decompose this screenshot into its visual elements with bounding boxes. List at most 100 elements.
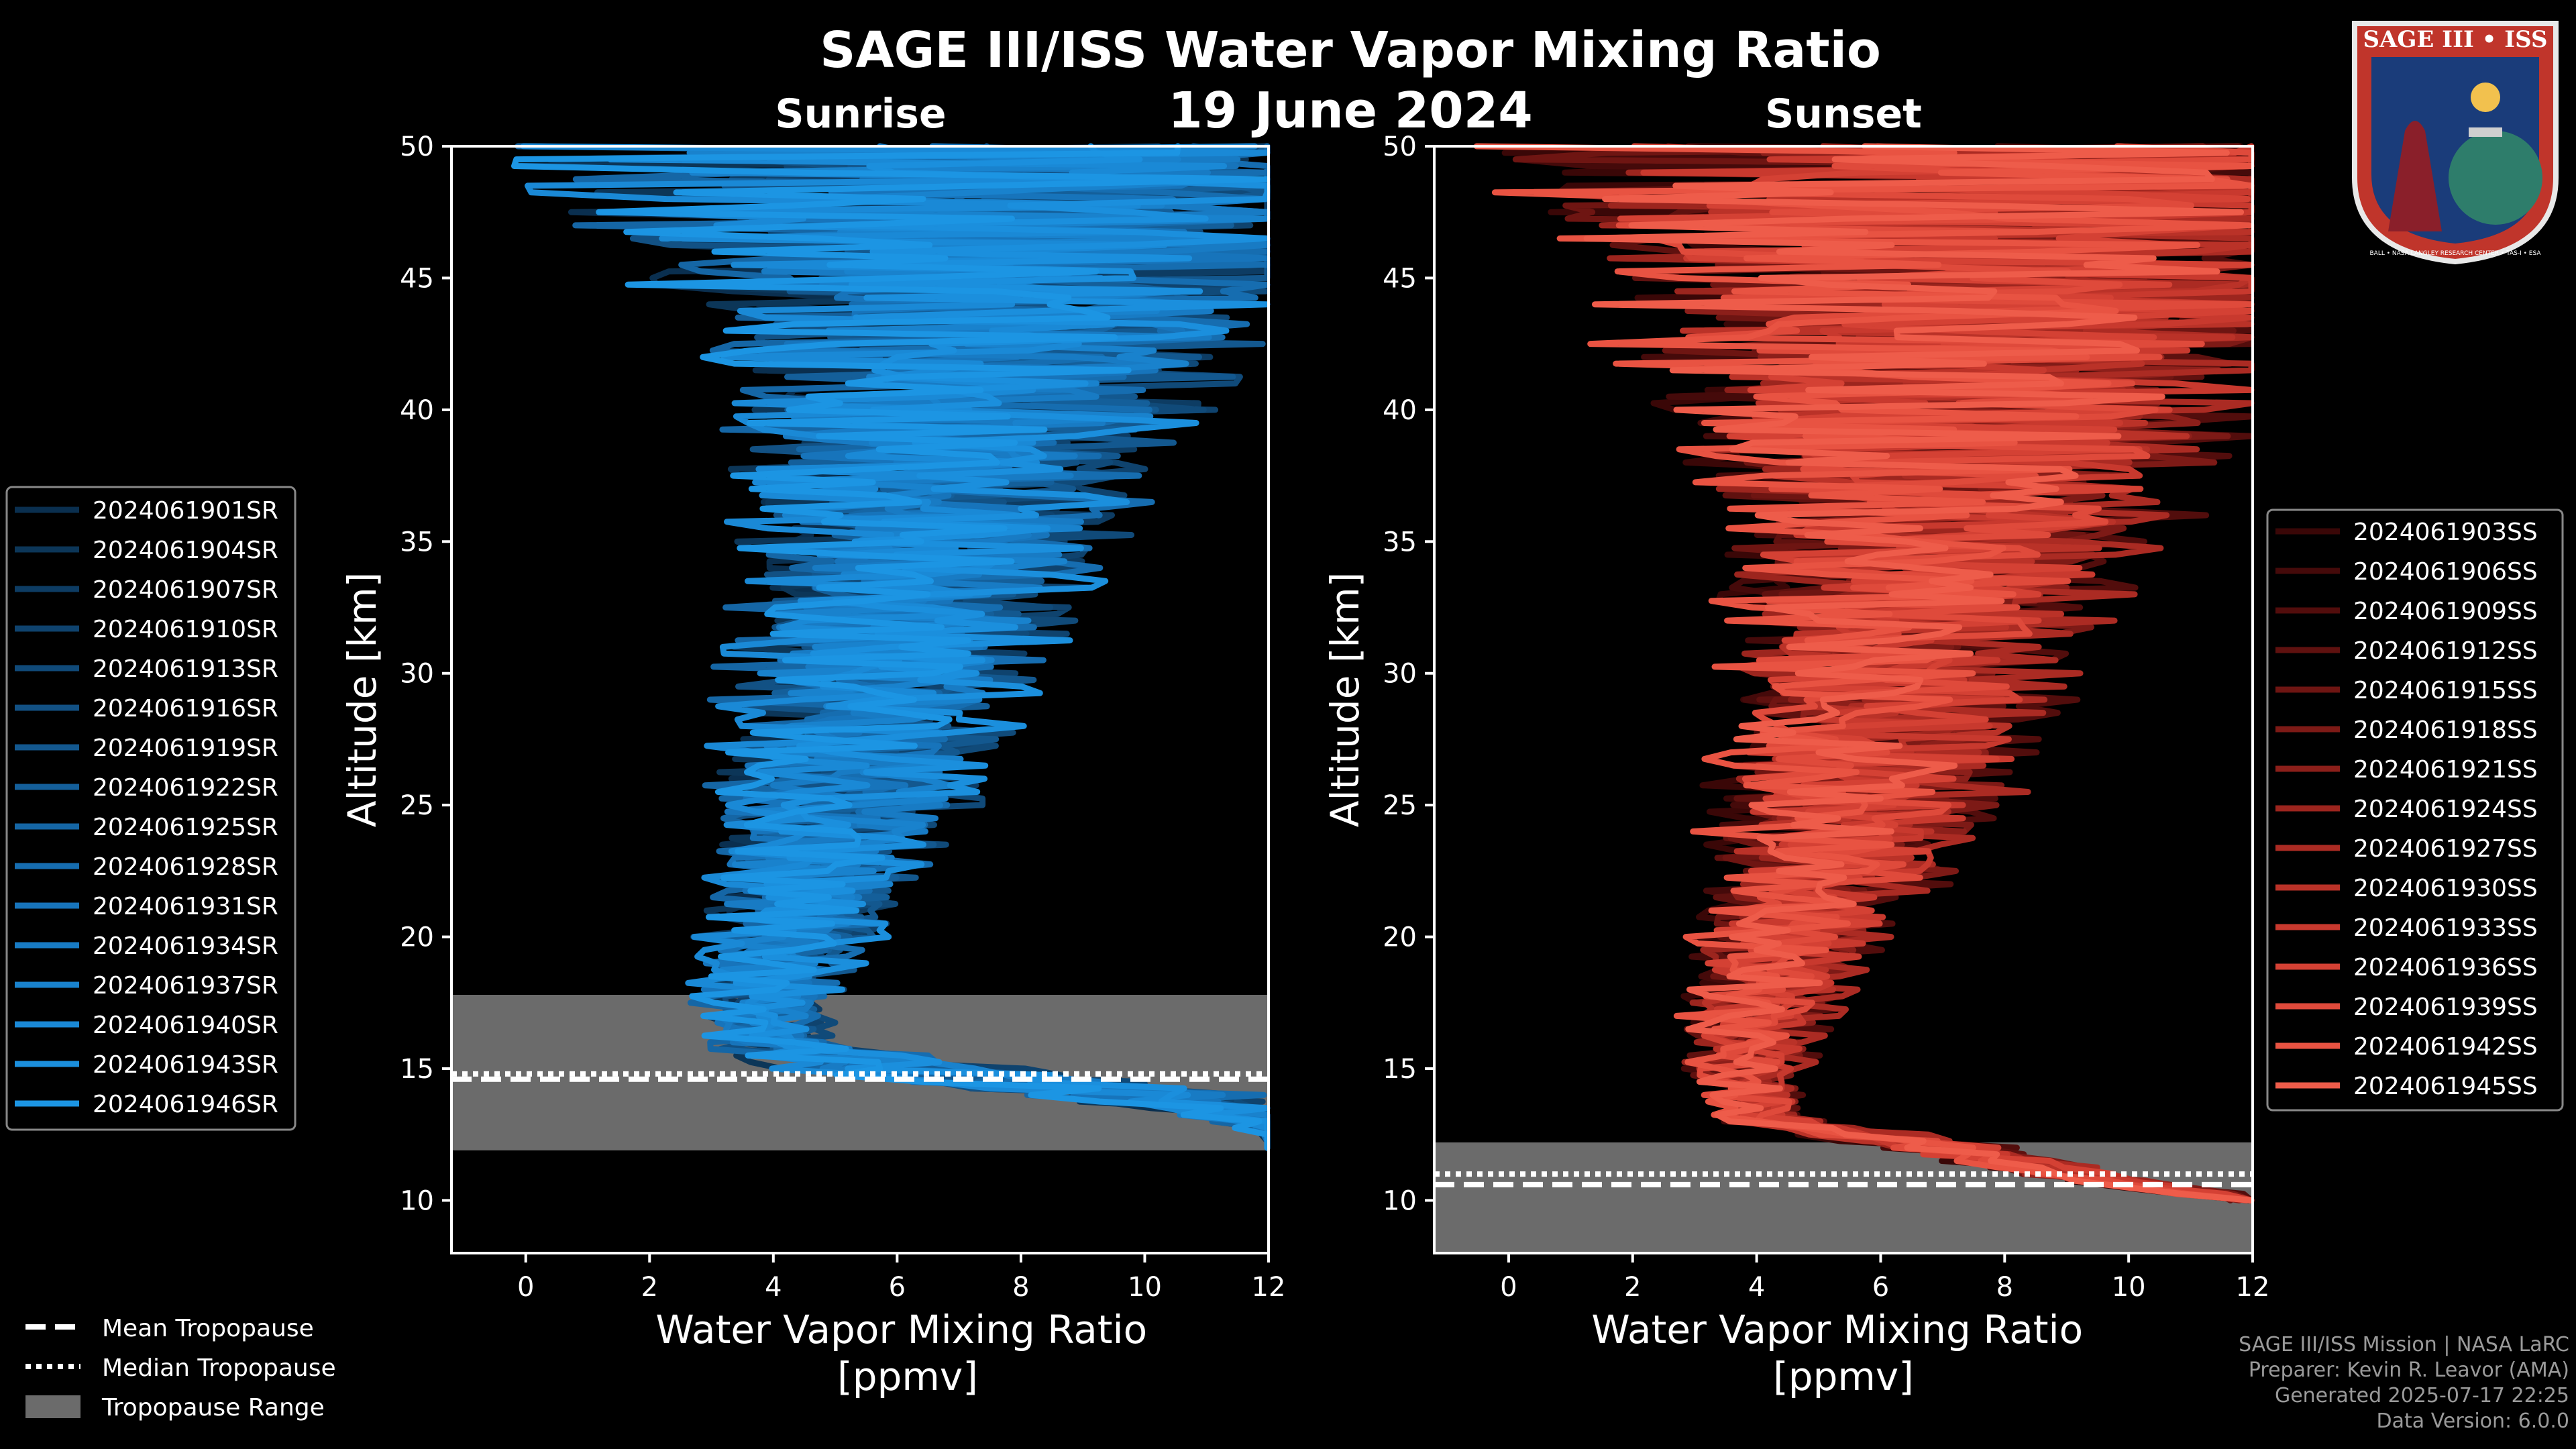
legend-label-2024061904SR: 2024061904SR <box>93 537 278 564</box>
credit-mission: SAGE III/ISS Mission | NASA LaRC <box>2239 1333 2569 1356</box>
sunset-xlabel: Water Vapor Mixing Ratio [ppmv] <box>1591 1307 2095 1399</box>
credit-preparer: Preparer: Kevin R. Leavor (AMA) <box>2248 1358 2569 1382</box>
sunrise-panel: 0 2 4 6 8 10 12 10 15 20 25 30 35 40 45 50 Altitude [km… <box>339 131 1285 1399</box>
y-tick-label: 20 <box>400 922 434 953</box>
sunset-xlabel-line1: Water Vapor Mixing Ratio <box>1591 1307 2083 1352</box>
legend-label-2024061933SS: 2024061933SS <box>2353 914 2538 942</box>
sunset-ylabel: Altitude [km] <box>1322 572 1368 827</box>
profile-line-2024061942SS <box>1473 143 2255 1203</box>
tropopause-range-label: Tropopause Range <box>101 1394 325 1421</box>
legend-label-2024061922SR: 2024061922SR <box>93 774 278 802</box>
x-tick-label: 8 <box>1012 1272 1029 1303</box>
legend-label-2024061945SS: 2024061945SS <box>2353 1073 2538 1100</box>
y-tick-label: 30 <box>400 659 434 690</box>
sunset-legend-box <box>2266 508 2564 1112</box>
tropopause-legend: Mean Tropopause Median Tropopause Tropop… <box>25 1315 336 1421</box>
y-tick-label: 25 <box>400 790 434 821</box>
x-tick-label: 2 <box>1624 1272 1641 1303</box>
legend-label-2024061907SR: 2024061907SR <box>93 576 278 604</box>
sunrise-ylabel: Altitude [km] <box>339 572 385 827</box>
legend-label-2024061937SR: 2024061937SR <box>93 972 278 1000</box>
legend-label-2024061925SR: 2024061925SR <box>93 814 278 841</box>
legend-label-2024061927SS: 2024061927SS <box>2353 835 2538 863</box>
sunrise-subtitle: Sunrise <box>775 91 946 138</box>
x-tick-label: 4 <box>1748 1272 1765 1303</box>
legend-label-2024061909SS: 2024061909SS <box>2353 598 2538 625</box>
legend-label-2024061940SR: 2024061940SR <box>93 1012 278 1039</box>
profile-line-2024061940SR <box>520 143 1271 1151</box>
sunrise-xlabel: Water Vapor Mixing Ratio [ppmv] <box>655 1307 1159 1399</box>
sunrise-legend-box <box>5 486 297 1131</box>
legend-label-2024061934SR: 2024061934SR <box>93 932 278 960</box>
legend-label-2024061921SS: 2024061921SS <box>2353 756 2538 784</box>
x-tick-label: 8 <box>1996 1272 2013 1303</box>
legend-label-2024061943SR: 2024061943SR <box>93 1051 278 1079</box>
sunset-subtitle: Sunset <box>1765 91 1922 138</box>
earth-icon <box>2449 131 2542 225</box>
sunrise-axis-ticks: 0 2 4 6 8 10 12 10 15 20 25 30 35 40 45 50 <box>400 131 1285 1303</box>
x-tick-label: 12 <box>1252 1272 1286 1303</box>
sunset-axis-ticks: 0 2 4 6 8 10 12 10 15 20 25 30 35 40 45 50 <box>1383 131 2269 1303</box>
figure-title: SAGE III/ISS Water Vapor Mixing Ratio <box>820 21 1881 79</box>
y-tick-label: 10 <box>400 1185 434 1216</box>
sunset-panel: 0 2 4 6 8 10 12 10 15 20 25 30 35 40 45 50 Altitude [km… <box>1322 131 2269 1399</box>
sun-icon <box>2471 83 2500 112</box>
median-tropopause-label: Median Tropopause <box>102 1354 336 1382</box>
legend-label-2024061903SS: 2024061903SS <box>2353 519 2538 546</box>
sunset-tropopause-range <box>1434 1142 2253 1253</box>
sunset-plot-frame <box>1433 145 2254 1254</box>
legend-label-2024061930SS: 2024061930SS <box>2353 875 2538 902</box>
legend-label-2024061928SR: 2024061928SR <box>93 853 278 881</box>
legend-label-2024061915SS: 2024061915SS <box>2353 677 2538 704</box>
y-tick-label: 45 <box>400 263 434 294</box>
y-tick-label: 10 <box>1383 1185 1417 1216</box>
legend-label-2024061916SR: 2024061916SR <box>93 695 278 722</box>
legend-label-2024061919SR: 2024061919SR <box>93 735 278 762</box>
y-tick-label: 35 <box>1383 527 1417 557</box>
x-tick-label: 6 <box>889 1272 906 1303</box>
legend-label-2024061901SR: 2024061901SR <box>93 497 278 525</box>
legend-label-2024061910SR: 2024061910SR <box>93 616 278 643</box>
x-tick-label: 4 <box>765 1272 782 1303</box>
x-tick-label: 0 <box>1500 1272 1517 1303</box>
sunset-legend: 2024061903SS 2024061906SS 2024061909SS 2024… <box>2266 508 2564 1112</box>
profile-line-2024061946SR <box>511 143 1271 1151</box>
y-tick-label: 40 <box>400 395 434 426</box>
y-tick-label: 25 <box>1383 790 1417 821</box>
legend-label-2024061939SS: 2024061939SS <box>2353 994 2538 1021</box>
y-tick-label: 15 <box>400 1054 434 1085</box>
profile-line-2024061931SR <box>671 143 1271 1151</box>
x-tick-label: 2 <box>641 1272 658 1303</box>
sunrise-legend: 2024061901SR 2024061904SR 2024061907SR 2024… <box>5 486 297 1131</box>
y-tick-label: 40 <box>1383 395 1417 426</box>
legend-label-2024061936SS: 2024061936SS <box>2353 954 2538 981</box>
sunset-xlabel-line2: [ppmv] <box>1773 1354 1914 1399</box>
sunrise-xlabel-line2: [ppmv] <box>837 1354 978 1399</box>
figure-date: 19 June 2024 <box>1168 82 1533 140</box>
y-tick-label: 30 <box>1383 659 1417 690</box>
profile-line-2024061945SS <box>1583 143 2255 1203</box>
sunrise-xlabel-line1: Water Vapor Mixing Ratio <box>655 1307 1147 1352</box>
credit-version: Data Version: 6.0.0 <box>2376 1409 2569 1433</box>
credits: SAGE III/ISS Mission | NASA LaRC Prepare… <box>2239 1332 2569 1434</box>
legend-label-2024061946SR: 2024061946SR <box>93 1091 278 1118</box>
x-tick-label: 12 <box>2236 1272 2270 1303</box>
y-tick-label: 50 <box>400 131 434 162</box>
tropopause-range-swatch <box>25 1395 80 1418</box>
sunrise-profiles <box>511 143 1271 1151</box>
wizard-figure <box>2388 121 2442 231</box>
logo-title: SAGE III • ISS <box>2363 26 2547 53</box>
satellite-icon <box>2469 127 2502 137</box>
x-tick-label: 6 <box>1872 1272 1889 1303</box>
sunrise-plot-frame <box>450 145 1270 1254</box>
x-tick-label: 10 <box>1128 1272 1162 1303</box>
legend-label-2024061942SS: 2024061942SS <box>2353 1033 2538 1061</box>
y-tick-label: 15 <box>1383 1054 1417 1085</box>
legend-label-2024061924SS: 2024061924SS <box>2353 796 2538 823</box>
logo-ring-text: BALL • NASA LANGLEY RESEARCH CENTER • TA… <box>2369 250 2541 257</box>
legend-label-2024061906SS: 2024061906SS <box>2353 558 2538 586</box>
x-tick-label: 0 <box>517 1272 534 1303</box>
legend-label-2024061913SR: 2024061913SR <box>93 655 278 683</box>
x-tick-label: 10 <box>2112 1272 2146 1303</box>
